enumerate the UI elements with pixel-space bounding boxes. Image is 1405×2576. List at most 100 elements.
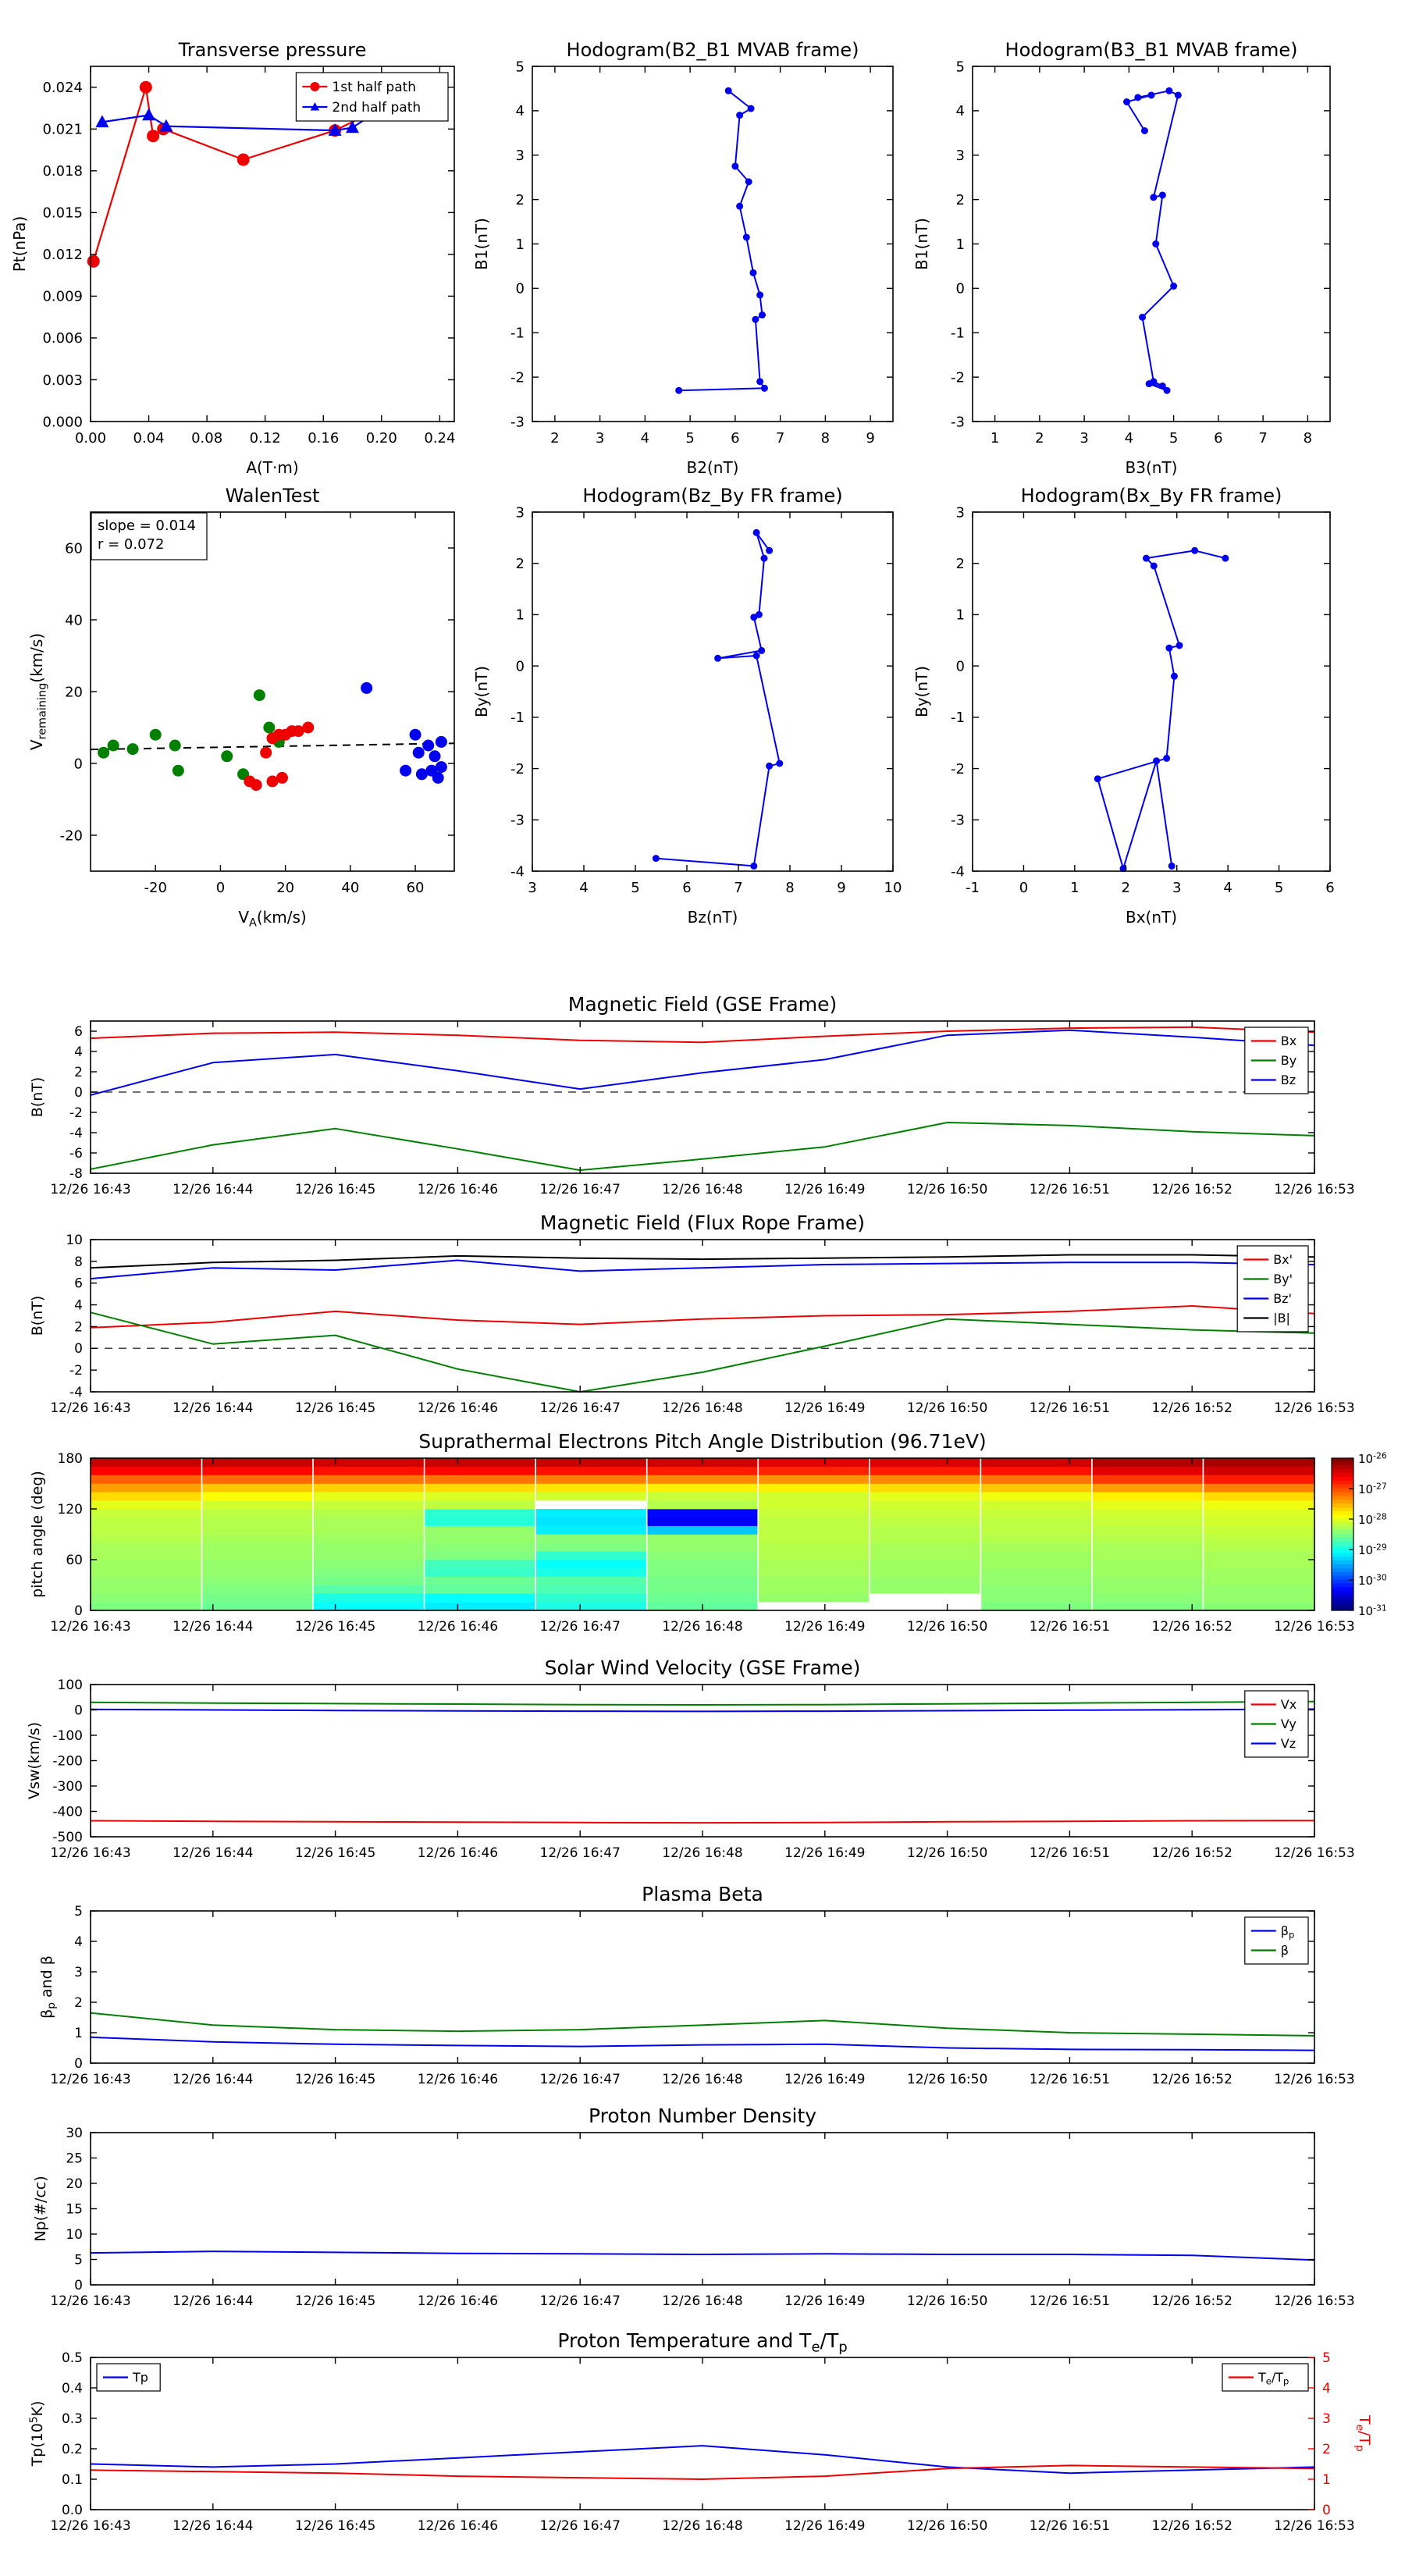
- svg-text:2: 2: [956, 556, 965, 572]
- svg-text:12/26 16:44: 12/26 16:44: [173, 1619, 253, 1635]
- svg-text:4: 4: [1223, 880, 1232, 896]
- svg-text:-3: -3: [951, 414, 965, 430]
- svg-text:12/26 16:51: 12/26 16:51: [1030, 2518, 1110, 2534]
- svg-text:9: 9: [837, 880, 845, 896]
- svg-text:0.04: 0.04: [133, 430, 165, 447]
- svg-text:0: 0: [956, 658, 965, 674]
- svg-text:100: 100: [58, 1678, 83, 1693]
- hodogram-b3-b1-series-hodogram-path: [1123, 87, 1182, 394]
- walen-test-series-third-interval-points: [361, 681, 447, 784]
- svg-text:10-28​: 10-28​: [1358, 1512, 1387, 1527]
- svg-text:12/26 16:47: 12/26 16:47: [540, 1182, 621, 1197]
- svg-text:0.08: 0.08: [191, 430, 222, 447]
- chart-transverse-pressure: 0.00 0.04 0.08 0.12 0.16 0.20 0.24 0.000 0.003 0.…: [10, 39, 455, 477]
- svg-text:4: 4: [579, 880, 588, 896]
- proton-temperature-legend: Tp: [96, 2363, 161, 2392]
- svg-text:12/26 16:52: 12/26 16:52: [1152, 2518, 1232, 2534]
- svg-text:Bx: Bx: [1281, 1034, 1297, 1048]
- svg-text:B(nT): B(nT): [29, 1077, 46, 1118]
- svg-text:WalenTest: WalenTest: [226, 485, 320, 507]
- svg-text:Pt(nPa): Pt(nPa): [10, 216, 29, 272]
- svg-text:12/26 16:52: 12/26 16:52: [1152, 1845, 1232, 1861]
- svg-text:7: 7: [734, 880, 742, 896]
- svg-text:Np(#/cc): Np(#/cc): [32, 2176, 49, 2241]
- svg-text:12/26 16:50: 12/26 16:50: [907, 2293, 987, 2309]
- svg-text:2: 2: [550, 430, 559, 447]
- svg-text:B1(nT): B1(nT): [912, 218, 931, 270]
- svg-text:0: 0: [1019, 880, 1028, 896]
- svg-text:Te​/Tp​: Te​/Tp​: [1353, 2414, 1373, 2452]
- svg-text:5: 5: [631, 880, 639, 896]
- svg-text:0.12: 0.12: [250, 430, 281, 447]
- svg-text:0.16: 0.16: [308, 430, 339, 447]
- svg-text:12/26 16:47: 12/26 16:47: [540, 1400, 621, 1416]
- svg-text:2: 2: [74, 1319, 83, 1335]
- svg-text:5: 5: [685, 430, 694, 447]
- svg-text:0.015: 0.015: [42, 205, 83, 222]
- svg-text:7: 7: [1258, 430, 1267, 447]
- svg-text:12/26 16:53: 12/26 16:53: [1274, 1845, 1354, 1861]
- svg-text:0: 0: [516, 281, 525, 297]
- svg-text:2nd half path: 2nd half path: [332, 100, 421, 116]
- svg-text:2: 2: [74, 1065, 83, 1080]
- svg-text:By(nT): By(nT): [472, 666, 491, 717]
- svg-text:12/26 16:50: 12/26 16:50: [907, 1619, 987, 1635]
- svg-text:12/26 16:45: 12/26 16:45: [295, 2072, 375, 2087]
- svg-text:12/26 16:43: 12/26 16:43: [50, 1400, 130, 1416]
- svg-text:30: 30: [66, 2126, 83, 2141]
- svg-text:5: 5: [1322, 2350, 1331, 2366]
- svg-text:0: 0: [1322, 2503, 1331, 2518]
- svg-text:-4: -4: [510, 863, 525, 880]
- svg-text:Vremaining​(km/s): Vremaining​(km/s): [27, 633, 48, 750]
- svg-text:12/26 16:52: 12/26 16:52: [1152, 2072, 1232, 2087]
- svg-text:12/26 16:46: 12/26 16:46: [418, 1182, 498, 1197]
- svg-text:0: 0: [74, 2278, 83, 2293]
- svg-text:B(nT): B(nT): [29, 1296, 46, 1336]
- chart-pitch-angle-distribution: 12/26 16:43 12/26 16:44 12/26 16:45 12/26 1…: [29, 1430, 1387, 1635]
- chart-solar-wind-velocity: 12/26 16:43 12/26 16:44 12/26 16:45 12/26 1…: [26, 1656, 1355, 1861]
- hodogram-bz-by-series-hodogram-path: [652, 528, 784, 870]
- svg-text:12/26 16:49: 12/26 16:49: [784, 1619, 865, 1635]
- svg-text:0: 0: [516, 658, 525, 674]
- svg-text:12/26 16:50: 12/26 16:50: [907, 2518, 987, 2534]
- chart-hodogram-bz-by: 3 4 5 6 7 8 9 10 -4 -3 -2 -1 0 1 2 3 Hodogram(Bz_By FR f…: [472, 485, 902, 927]
- svg-text:12/26 16:47: 12/26 16:47: [540, 2293, 621, 2309]
- magnetic-field-flux-rope-legend: Bx' By' Bz' |B|: [1236, 1245, 1309, 1332]
- svg-text:12/26 16:51: 12/26 16:51: [1030, 1182, 1110, 1197]
- svg-text:12/26 16:44: 12/26 16:44: [173, 2518, 253, 2534]
- svg-text:-1: -1: [510, 710, 525, 726]
- svg-text:-2: -2: [510, 369, 525, 386]
- svg-text:-1: -1: [951, 326, 965, 342]
- svg-text:12/26 16:47: 12/26 16:47: [540, 2518, 621, 2534]
- magnetic-field-gse-series-Bz: [90, 1029, 1315, 1096]
- svg-text:-3: -3: [951, 813, 965, 829]
- svg-text:Vx: Vx: [1281, 1697, 1297, 1712]
- svg-text:5: 5: [74, 1904, 83, 1920]
- magnetic-field-flux-rope-series-Bz': [90, 1259, 1315, 1280]
- svg-text:12/26 16:44: 12/26 16:44: [173, 1182, 253, 1197]
- svg-text:12/26 16:45: 12/26 16:45: [295, 2518, 375, 2534]
- solar-wind-velocity-series-Vx: [90, 1820, 1315, 1824]
- svg-text:12/26 16:49: 12/26 16:49: [784, 1845, 865, 1861]
- svg-text:Tp: Tp: [132, 2370, 148, 2385]
- svg-text:8: 8: [1304, 430, 1312, 447]
- svg-text:0.000: 0.000: [42, 414, 83, 430]
- svg-text:-3: -3: [510, 813, 525, 829]
- svg-text:0.20: 0.20: [366, 430, 397, 447]
- svg-text:12/26 16:53: 12/26 16:53: [1274, 1619, 1354, 1635]
- svg-text:0.003: 0.003: [42, 372, 83, 389]
- solar-wind-velocity-series-Vy: [90, 1700, 1315, 1706]
- svg-text:-1: -1: [966, 880, 980, 896]
- svg-text:Suprathermal Electrons Pitch A: Suprathermal Electrons Pitch Angle Distr…: [418, 1430, 986, 1453]
- svg-text:0: 0: [74, 1603, 83, 1619]
- svg-text:B3(nT): B3(nT): [1126, 458, 1178, 477]
- svg-text:Bz': Bz': [1273, 1291, 1292, 1306]
- svg-text:12/26 16:49: 12/26 16:49: [784, 2293, 865, 2309]
- svg-text:Hodogram(Bz_By FR frame): Hodogram(Bz_By FR frame): [582, 485, 842, 507]
- svg-text:10-31​: 10-31​: [1358, 1603, 1387, 1618]
- svg-text:12/26 16:51: 12/26 16:51: [1030, 1619, 1110, 1635]
- svg-text:2: 2: [1035, 430, 1044, 447]
- svg-text:2: 2: [74, 1995, 83, 2011]
- proton-number-density-series-Np: [90, 2250, 1315, 2261]
